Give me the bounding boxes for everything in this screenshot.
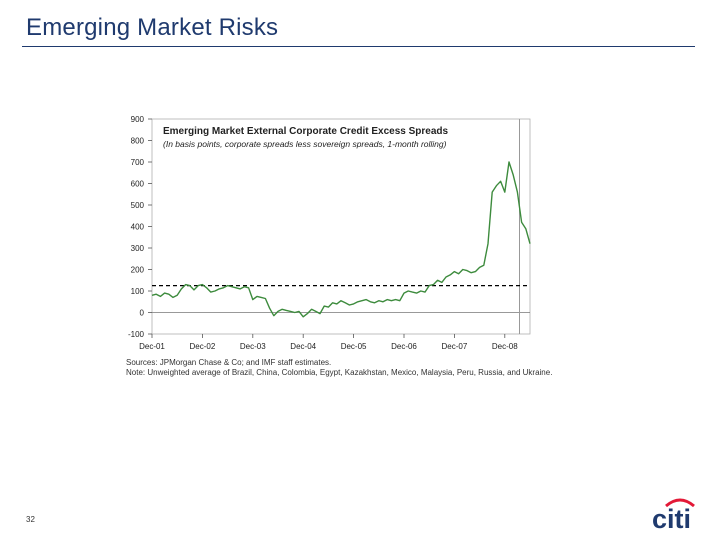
citi-logo-arc <box>665 498 695 508</box>
spread-series-line <box>151 161 531 318</box>
chart-title: Emerging Market External Corporate Credi… <box>163 126 449 137</box>
y-tick-label: 100 <box>131 287 145 296</box>
y-tick-label: 200 <box>131 266 145 275</box>
y-tick-label: 0 <box>140 309 145 318</box>
slide-title: Emerging Market Risks <box>26 14 279 41</box>
countries-note: Note: Unweighted average of Brazil, Chin… <box>126 368 553 377</box>
x-tick-label: Dec-05 <box>341 342 367 351</box>
x-tick-label: Dec-08 <box>492 342 518 351</box>
chart-notes: Sources: JPMorgan Chase & Co; and IMF st… <box>126 358 556 378</box>
citi-logo-text: citi <box>652 504 691 532</box>
x-tick-label: Dec-06 <box>391 342 417 351</box>
plot-frame <box>151 118 531 335</box>
sources-note: Sources: JPMorgan Chase & Co; and IMF st… <box>126 358 332 367</box>
x-tick-label: Dec-03 <box>240 342 266 351</box>
x-tick-label: Dec-02 <box>190 342 216 351</box>
y-tick-label: 800 <box>131 137 145 146</box>
x-tick-label: Dec-04 <box>290 342 316 351</box>
x-tick-label: Dec-07 <box>442 342 468 351</box>
y-tick-label: 900 <box>131 115 145 124</box>
y-tick-label: 500 <box>131 201 145 210</box>
y-tick-label: 700 <box>131 158 145 167</box>
y-tick-label: 300 <box>131 244 145 253</box>
x-tick-label: Dec-01 <box>139 342 165 351</box>
y-tick-label: 400 <box>131 223 145 232</box>
title-divider <box>22 46 695 47</box>
page-number: 32 <box>26 515 35 524</box>
chart-subtitle: (In basis points, corporate spreads less… <box>163 139 447 149</box>
citi-logo: citi <box>652 498 695 532</box>
y-tick-label: 600 <box>131 180 145 189</box>
y-tick-label: -100 <box>128 330 145 339</box>
